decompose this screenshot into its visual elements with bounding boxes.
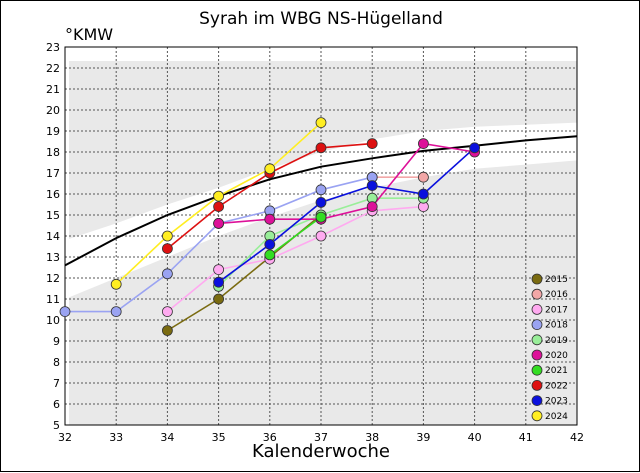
- series-line-2023: [218, 147, 476, 283]
- data-point-2020: [213, 217, 225, 229]
- data-point-2018: [110, 306, 122, 318]
- data-point-2015: [213, 293, 225, 305]
- data-point-2018: [161, 268, 173, 280]
- legend-label-2020: 2020: [545, 351, 568, 361]
- data-point-2024: [161, 230, 173, 242]
- data-point-2016: [417, 171, 429, 183]
- legend-label-2022: 2022: [545, 381, 568, 391]
- x-tick-label: 42: [570, 431, 584, 444]
- y-tick-label: 23: [46, 41, 60, 54]
- x-tick-label: 38: [365, 431, 379, 444]
- data-point-2017: [161, 306, 173, 318]
- data-point-2018: [59, 306, 71, 318]
- data-point-2024: [264, 163, 276, 175]
- y-tick-label: 13: [46, 251, 60, 264]
- data-point-2020: [366, 201, 378, 213]
- x-tick-label: 37: [314, 431, 328, 444]
- data-point-2023: [469, 142, 481, 154]
- data-point-2015: [161, 325, 173, 336]
- legend-marker-2019: [531, 334, 543, 346]
- legend-label-2024: 2024: [545, 412, 568, 422]
- legend-label-2019: 2019: [545, 336, 568, 346]
- confidence-band: [65, 122, 577, 299]
- y-tick-label: 7: [53, 377, 60, 390]
- data-point-2022: [366, 138, 378, 150]
- data-point-2024: [110, 278, 122, 290]
- plot-border: [64, 46, 578, 426]
- data-point-2024: [315, 117, 327, 128]
- x-tick-label: 39: [416, 431, 430, 444]
- data-point-2017: [315, 230, 327, 242]
- y-tick-label: 16: [46, 188, 60, 201]
- data-point-2021: [315, 211, 327, 223]
- x-tick-label: 34: [160, 431, 174, 444]
- y-tick-label: 17: [46, 167, 60, 180]
- series-line-2020: [218, 142, 475, 225]
- legend-marker-2017: [531, 303, 543, 315]
- y-tick-label: 21: [46, 83, 60, 96]
- x-tick-label: 35: [212, 431, 226, 444]
- data-point-2018: [315, 184, 327, 196]
- y-tick-label: 18: [46, 146, 60, 159]
- chart-title: Syrah im WBG NS-Hügelland: [199, 9, 443, 29]
- data-point-2023: [366, 180, 378, 192]
- data-point-2020: [264, 213, 276, 225]
- legend-label-2016: 2016: [545, 290, 568, 300]
- legend-marker-2023: [531, 395, 543, 407]
- data-point-2022: [213, 201, 225, 213]
- reference-curve: [64, 135, 578, 267]
- legend-label-2017: 2017: [545, 305, 568, 315]
- y-tick-label: 12: [46, 272, 60, 285]
- legend-label-2021: 2021: [545, 366, 568, 376]
- y-axis-label: °KMW: [65, 25, 114, 44]
- legend-marker-2018: [531, 319, 543, 331]
- data-point-2022: [315, 142, 327, 154]
- y-tick-label: 15: [46, 209, 60, 222]
- x-tick-label: 32: [58, 431, 72, 444]
- y-tick-label: 8: [53, 356, 60, 369]
- data-point-2023: [417, 188, 429, 200]
- data-point-2017: [213, 264, 225, 276]
- legend-marker-2015: [531, 273, 543, 285]
- data-point-2021: [264, 249, 276, 261]
- x-tick-label: 40: [468, 431, 482, 444]
- y-tick-label: 6: [53, 398, 60, 411]
- legend-marker-2016: [531, 288, 543, 300]
- data-point-2023: [315, 196, 327, 208]
- legend-label-2018: 2018: [545, 321, 568, 331]
- data-point-2023: [264, 238, 276, 250]
- x-tick-label: 36: [263, 431, 277, 444]
- y-tick-label: 19: [46, 125, 60, 138]
- y-tick-label: 22: [46, 62, 60, 75]
- y-tick-label: 10: [46, 314, 60, 327]
- x-axis-label: Kalenderwoche: [251, 441, 390, 462]
- legend-marker-2022: [531, 379, 543, 391]
- x-tick-label: 33: [109, 431, 123, 444]
- legend-marker-2020: [531, 349, 543, 361]
- series-line-2017: [166, 205, 424, 313]
- legend-marker-2024: [531, 410, 543, 422]
- y-tick-label: 9: [53, 335, 60, 348]
- data-point-2020: [417, 138, 429, 150]
- y-tick-label: 20: [46, 104, 60, 117]
- legend-marker-2021: [531, 364, 543, 376]
- x-tick-label: 41: [519, 431, 533, 444]
- legend-label-2015: 2015: [545, 275, 568, 285]
- y-tick-label: 11: [46, 293, 60, 306]
- legend-label-2023: 2023: [545, 397, 568, 407]
- data-point-2024: [213, 190, 225, 202]
- data-point-2022: [161, 243, 173, 255]
- series-line-2021: [269, 216, 322, 256]
- data-point-2023: [213, 276, 225, 288]
- y-tick-label: 14: [46, 230, 60, 243]
- y-tick-label: 5: [53, 419, 60, 432]
